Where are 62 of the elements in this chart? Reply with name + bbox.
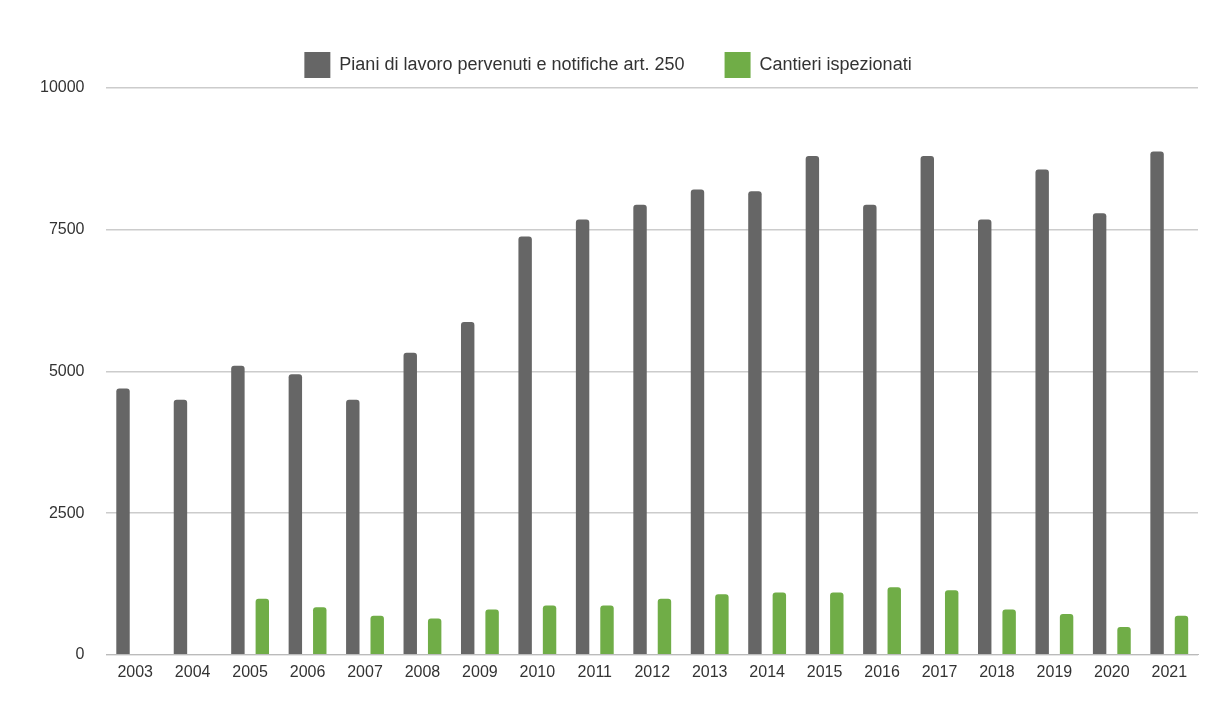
legend-label: Cantieri ispezionati [759,53,912,74]
y-tick-label: 5000 [48,361,85,379]
x-tick-label: 2012 [634,662,671,680]
bar [485,609,499,655]
bar [460,322,475,655]
bar [518,236,532,655]
x-tick-label: 2020 [1094,662,1130,680]
bar [1002,609,1016,655]
bar [542,605,557,655]
bar [920,156,934,655]
bar [944,590,959,655]
y-tick-label: 7500 [48,220,85,238]
bar [403,352,417,655]
y-tick-label: 2500 [48,503,85,521]
x-tick-label: 2018 [979,662,1015,680]
x-tick-label: 2021 [1151,662,1188,680]
x-tick-label: 2003 [117,662,154,680]
x-tick-label: 2008 [404,662,441,680]
bar [830,592,844,655]
bar [690,189,705,655]
x-tick-label: 2006 [289,662,326,680]
bar [427,618,442,655]
bar [370,615,384,655]
bar [1092,213,1107,655]
bar [600,605,614,655]
x-tick-label: 2014 [749,662,786,680]
bar [231,365,245,655]
bar [657,598,672,655]
bar [173,399,188,655]
x-tick-label: 2009 [462,662,498,680]
bar [633,204,647,655]
y-tick-label: 10000 [39,78,85,96]
bar [978,219,992,655]
bar [748,191,762,655]
bar [1174,615,1189,655]
bar [805,156,820,655]
x-tick-label: 2010 [519,662,556,680]
x-tick-label: 2015 [806,662,843,680]
x-tick-label: 2004 [174,662,211,680]
bar [715,594,729,655]
bar [575,219,590,655]
bar [255,598,270,655]
bar [887,587,901,655]
bar [116,388,130,655]
bar [1035,169,1049,655]
bar [313,607,327,655]
y-tick-label: 0 [75,645,85,663]
x-tick-label: 2019 [1036,662,1073,680]
bar [288,374,303,655]
bar [863,204,877,655]
x-tick-label: 2011 [577,662,613,680]
legend-label: Piani di lavoro pervenuti e notifiche art. 250 [339,53,685,74]
x-tick-label: 2016 [864,662,900,680]
bar [772,592,787,655]
x-tick-label: 2013 [691,662,728,680]
x-tick-label: 2017 [921,662,958,680]
x-tick-label: 2007 [347,662,383,680]
bar [346,399,360,655]
bar [1117,627,1131,655]
bar [1059,613,1074,655]
bar [1150,151,1164,655]
x-tick-label: 2005 [232,662,269,680]
